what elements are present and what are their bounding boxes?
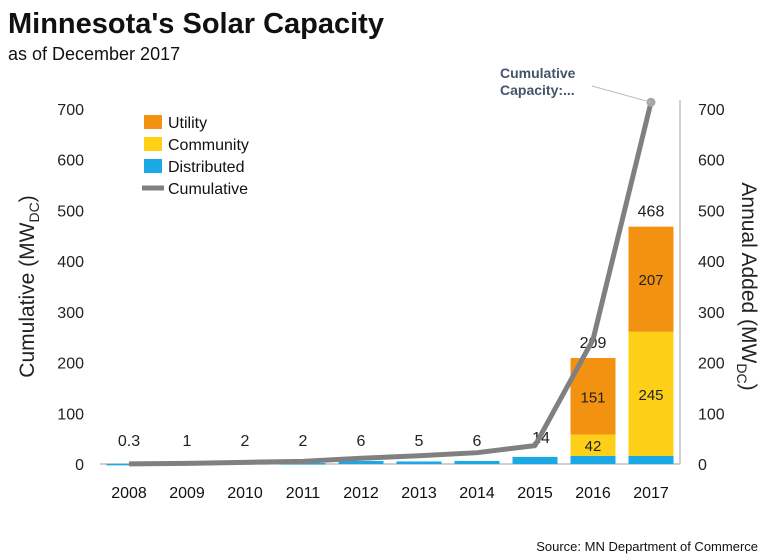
total-label: 2 (299, 433, 308, 450)
right-tick-label: 200 (698, 356, 725, 373)
legend-swatch (144, 137, 162, 151)
right-tick-label: 700 (698, 102, 725, 119)
total-label: 468 (638, 204, 665, 221)
legend-label: Community (168, 137, 249, 154)
right-axis-label: Annual Added (MWDC) (734, 182, 760, 390)
annotation-text: Cumulative (500, 65, 576, 81)
legend-label: Cumulative (168, 181, 248, 198)
chart-title: Minnesota's Solar Capacity (8, 8, 384, 40)
left-tick-label: 600 (57, 153, 84, 170)
x-tick-label: 2012 (343, 485, 379, 502)
right-tick-label: 300 (698, 305, 725, 322)
legend-swatch (144, 159, 162, 173)
right-tick-label: 600 (698, 153, 725, 170)
segment-label: 42 (585, 438, 602, 455)
cumulative-line (128, 101, 654, 467)
segment-label: 207 (638, 272, 663, 289)
bar-distributed (454, 460, 500, 464)
total-label: 5 (415, 433, 424, 450)
left-tick-label: 400 (57, 254, 84, 271)
x-tick-label: 2016 (575, 485, 611, 502)
annotation-text: Capacity:... (500, 82, 575, 98)
total-label: 6 (357, 433, 366, 450)
bar-distributed (106, 463, 152, 466)
bar-distributed (628, 455, 674, 464)
bar-community (628, 331, 674, 456)
x-tick-label: 2014 (459, 485, 495, 502)
x-tick-label: 2010 (227, 485, 263, 502)
bar-utility (628, 226, 674, 332)
total-label: 6 (473, 433, 482, 450)
x-tick-label: 2011 (286, 485, 321, 502)
bar-distributed (570, 455, 616, 464)
right-tick-label: 500 (698, 203, 725, 220)
right-tick-label: 100 (698, 406, 725, 423)
x-tick-label: 2009 (169, 485, 205, 502)
total-label: 0.3 (118, 433, 140, 450)
left-tick-label: 200 (57, 356, 84, 373)
chart-subtitle: as of December 2017 (8, 44, 181, 64)
segment-label: 245 (638, 387, 663, 404)
left-tick-label: 0 (75, 457, 84, 474)
bar-distributed (396, 461, 442, 464)
bar-distributed (338, 460, 384, 464)
legend-swatch (144, 115, 162, 129)
bar-community (570, 434, 616, 456)
total-label: 2 (241, 433, 250, 450)
x-tick-label: 2015 (517, 485, 553, 502)
x-tick-label: 2017 (633, 485, 669, 502)
left-tick-label: 700 (57, 102, 84, 119)
left-tick-label: 500 (57, 203, 84, 220)
x-tick-label: 2013 (401, 485, 437, 502)
total-label: 1 (183, 433, 192, 450)
left-tick-label: 100 (57, 406, 84, 423)
legend-label: Utility (168, 115, 207, 132)
segment-label: 151 (580, 389, 605, 406)
right-tick-label: 400 (698, 254, 725, 271)
annotation-leader (591, 85, 652, 103)
left-tick-label: 300 (57, 305, 84, 322)
source-note: Source: MN Department of Commerce (536, 539, 758, 554)
left-axis-label: Cumulative (MWDC) (16, 195, 42, 377)
bar-distributed (512, 456, 558, 464)
right-tick-label: 0 (698, 457, 707, 474)
x-tick-label: 2008 (111, 485, 147, 502)
legend-label: Distributed (168, 159, 244, 176)
